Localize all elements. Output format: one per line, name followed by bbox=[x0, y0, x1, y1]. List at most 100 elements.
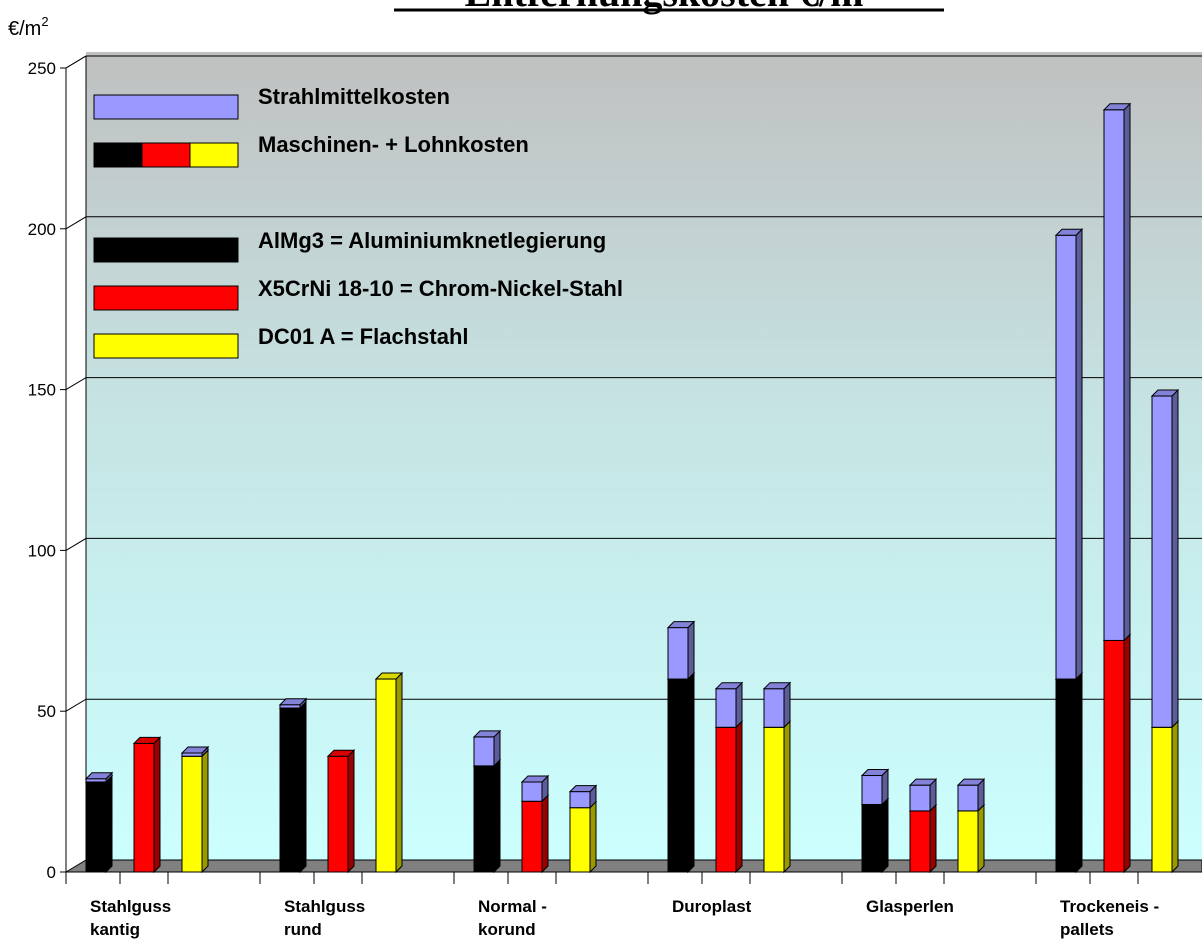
bar-blast-media-cost-g5-m2-front bbox=[1151, 395, 1173, 728]
bar-machine-cost-g2-m0 bbox=[472, 758, 502, 874]
bar-machine-cost-g5-m0-front bbox=[1055, 678, 1077, 873]
bar-blast-media-cost-g5-m2-side bbox=[1171, 388, 1179, 729]
bar-machine-cost-g0-m2-side bbox=[201, 749, 209, 874]
bar-machine-cost-g3-m0 bbox=[666, 671, 696, 874]
bar-machine-cost-g2-m1-front bbox=[521, 800, 543, 873]
bar-machine-cost-g4-m1 bbox=[908, 803, 938, 874]
bar-machine-cost-g0-m1-front bbox=[133, 742, 155, 873]
bar-machine-cost-g0-m2-front bbox=[181, 755, 203, 873]
bar-blast-media-cost-g2-m2 bbox=[568, 784, 598, 809]
bar-blast-media-cost-g5-m2-top bbox=[1150, 389, 1180, 397]
bar-machine-cost-g5-m2-side bbox=[1171, 720, 1179, 874]
bars-group bbox=[84, 102, 1180, 874]
bar-blast-media-cost-g0-m0 bbox=[84, 771, 114, 784]
bar-blast-media-cost-g4-m0-front bbox=[861, 775, 883, 805]
bar-machine-cost-g3-m1-side bbox=[735, 720, 743, 874]
bar-blast-media-cost-g3-m2 bbox=[762, 681, 792, 729]
plot-floor bbox=[64, 859, 1202, 873]
bar-blast-media-cost-g5-m1-side bbox=[1123, 102, 1131, 642]
bar-blast-media-cost-g3-m1-front bbox=[715, 688, 737, 728]
bar-blast-media-cost-g0-m2 bbox=[180, 745, 210, 758]
bar-machine-cost-g1-m0-side bbox=[299, 700, 307, 874]
bar-machine-cost-g3-m2 bbox=[762, 720, 792, 874]
bar-machine-cost-g3-m1-front bbox=[715, 726, 737, 873]
bar-machine-cost-g4-m0 bbox=[860, 797, 890, 874]
legend-label-strahlmittel: Strahlmittelkosten bbox=[258, 84, 450, 109]
x-category-label-line2: korund bbox=[478, 920, 536, 939]
bar-machine-cost-g1-m0-front bbox=[279, 707, 301, 873]
bar-machine-cost-g4-m1-side bbox=[929, 803, 937, 874]
y-axis-unit-label: €/m2 bbox=[8, 14, 49, 40]
y-axis: 0 50 100 150 200 250 bbox=[28, 55, 87, 882]
bar-machine-cost-g0-m0-front bbox=[85, 781, 107, 873]
bar-machine-cost-g5-m1-front bbox=[1103, 639, 1125, 873]
bar-blast-media-cost-g4-m2 bbox=[956, 777, 986, 813]
bar-blast-media-cost-g3-m0-top bbox=[666, 621, 696, 629]
bar-machine-cost-g3-m1 bbox=[714, 720, 744, 874]
x-category-label-line2: pallets bbox=[1060, 920, 1114, 939]
bar-machine-cost-g2-m2-side bbox=[589, 800, 597, 874]
bar-blast-media-cost-g4-m1 bbox=[908, 777, 938, 813]
bar-machine-cost-g5-m1-side bbox=[1123, 633, 1131, 874]
chart-title: Entfernungskosten €/m² bbox=[465, 0, 876, 15]
bar-machine-cost-g0-m1-top bbox=[132, 736, 162, 744]
legend-swatch-almg3 bbox=[93, 237, 239, 263]
bar-machine-cost-g1-m1-side bbox=[347, 749, 355, 874]
legend-label-almg3: AlMg3 = Aluminiumknetlegierung bbox=[258, 228, 606, 253]
bar-blast-media-cost-g4-m0 bbox=[860, 768, 890, 806]
bar-machine-cost-g4-m1-front bbox=[909, 810, 931, 873]
bar-blast-media-cost-g4-m2-top bbox=[956, 778, 986, 786]
bar-machine-cost-g0-m0-side bbox=[105, 774, 113, 874]
bar-blast-media-cost-g2-m1 bbox=[520, 774, 550, 803]
bar-blast-media-cost-g3-m0-front bbox=[667, 627, 689, 680]
bar-machine-cost-g3-m0-side bbox=[687, 671, 695, 874]
bar-blast-media-cost-g3-m2-top bbox=[762, 682, 792, 690]
bar-machine-cost-g4-m0-front bbox=[861, 803, 883, 873]
bar-blast-media-cost-g0-m0-top bbox=[84, 772, 114, 780]
bar-blast-media-cost-g0-m2-top bbox=[180, 746, 210, 754]
legend-label-maschinen: Maschinen- + Lohnkosten bbox=[258, 132, 529, 157]
bar-blast-media-cost-g5-m1-top bbox=[1102, 103, 1132, 111]
bar-machine-cost-g4-m0-side bbox=[881, 797, 889, 874]
bar-blast-media-cost-g2-m1-front bbox=[521, 781, 543, 802]
bar-machine-cost-g1-m2 bbox=[374, 671, 404, 874]
x-category-label-line1: Duroplast bbox=[672, 897, 752, 916]
bar-machine-cost-g5-m0-side bbox=[1075, 671, 1083, 874]
bar-blast-media-cost-g2-m0 bbox=[472, 729, 502, 768]
bar-machine-cost-g4-m2-front bbox=[957, 810, 979, 873]
bar-machine-cost-g0-m1 bbox=[132, 736, 162, 874]
legend-label-x5crni: X5CrNi 18-10 = Chrom-Nickel-Stahl bbox=[258, 276, 623, 301]
bar-machine-cost-g1-m1-front bbox=[327, 755, 349, 873]
bar-machine-cost-g1-m1-top bbox=[326, 749, 356, 757]
legend-swatch-maschinen-yellow bbox=[189, 142, 239, 168]
legend-swatch-maschinen-red bbox=[141, 142, 191, 168]
legend-swatch-maschinen-black bbox=[93, 142, 143, 168]
y-tick-label: 200 bbox=[28, 220, 56, 239]
bar-machine-cost-g4-m2 bbox=[956, 803, 986, 874]
x-category-label-line2: rund bbox=[284, 920, 322, 939]
y-tick-label: 0 bbox=[47, 863, 56, 882]
bar-machine-cost-g0-m2 bbox=[180, 749, 210, 874]
x-category-label-line1: Stahlguss bbox=[284, 897, 365, 916]
y-tick-label: 250 bbox=[28, 59, 56, 78]
bar-blast-media-cost-g2-m1-top bbox=[520, 775, 550, 783]
bar-machine-cost-g1-m1 bbox=[326, 749, 356, 874]
bar-blast-media-cost-g2-m2-top bbox=[568, 785, 598, 793]
legend-label-dc01a: DC01 A = Flachstahl bbox=[258, 324, 469, 349]
x-axis: Stahlguss kantig Stahlguss rund Normal - koru… bbox=[65, 871, 1202, 939]
bar-machine-cost-g4-m2-side bbox=[977, 803, 985, 874]
bar-blast-media-cost-g5-m2 bbox=[1150, 388, 1180, 729]
bar-blast-media-cost-g4-m1-front bbox=[909, 784, 931, 812]
bar-machine-cost-g5-m2-front bbox=[1151, 726, 1173, 873]
bar-blast-media-cost-g4-m1-top bbox=[908, 778, 938, 786]
bar-blast-media-cost-g5-m1-front bbox=[1103, 109, 1125, 641]
x-category-label-line1: Stahlguss bbox=[90, 897, 171, 916]
bar-blast-media-cost-g3-m0 bbox=[666, 620, 696, 681]
bar-blast-media-cost-g5-m0 bbox=[1054, 228, 1084, 681]
bar-blast-media-cost-g3-m2-front bbox=[763, 688, 785, 728]
bar-machine-cost-g2-m1-side bbox=[541, 794, 549, 874]
bar-blast-media-cost-g5-m0-top bbox=[1054, 228, 1084, 236]
bar-machine-cost-g2-m0-front bbox=[473, 765, 495, 873]
bar-blast-media-cost-g3-m1-top bbox=[714, 682, 744, 690]
